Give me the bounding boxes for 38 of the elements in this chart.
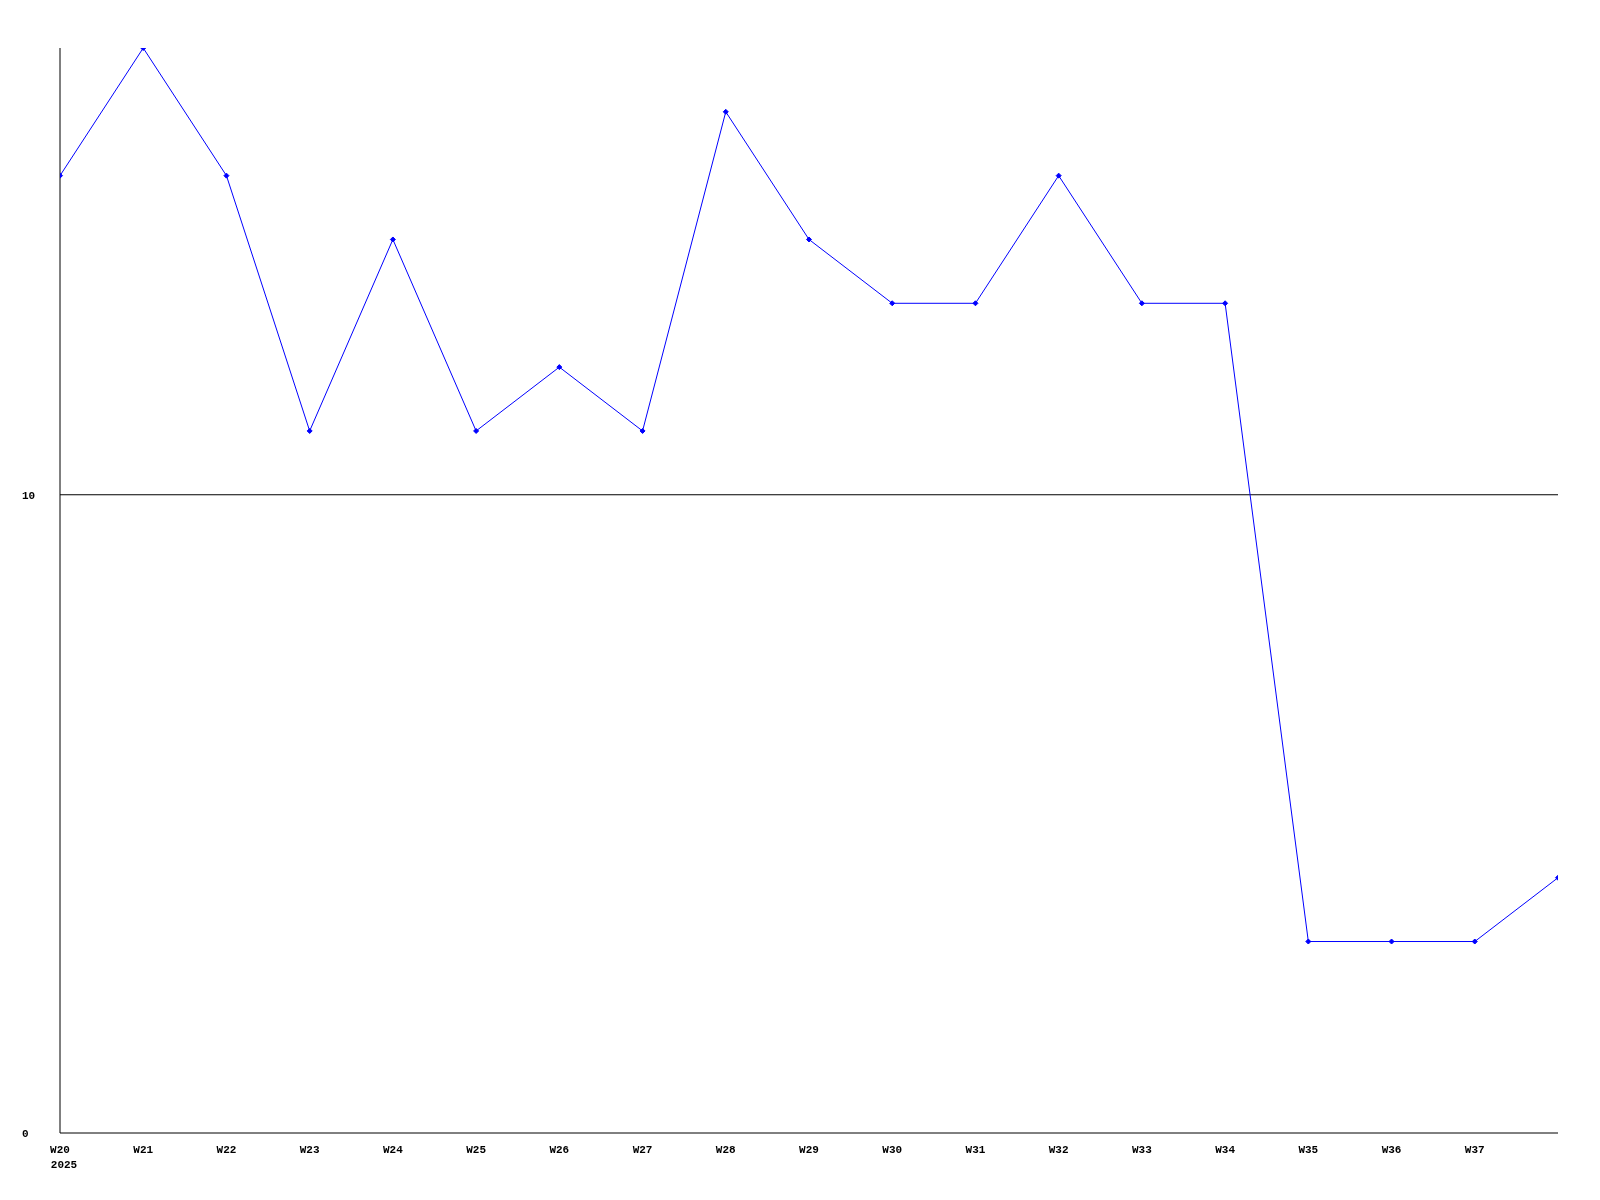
point bbox=[1138, 300, 1145, 307]
x-tick-label: W28 bbox=[715, 1144, 737, 1156]
point bbox=[889, 300, 896, 307]
point bbox=[1471, 938, 1478, 945]
x-tick-label: W22 bbox=[216, 1144, 237, 1156]
x-tick-label: W27 bbox=[632, 1144, 653, 1156]
point bbox=[389, 236, 396, 243]
x-tick-label: W32 bbox=[1048, 1144, 1069, 1156]
point bbox=[1305, 938, 1312, 945]
x-tick-label: W23 bbox=[299, 1144, 320, 1156]
point bbox=[306, 427, 313, 434]
x-tick-label: W29 bbox=[799, 1144, 819, 1156]
x-tick-label: W30 bbox=[882, 1144, 903, 1156]
x-tick-label: W24 bbox=[382, 1144, 404, 1156]
point bbox=[1222, 300, 1229, 307]
line-series bbox=[60, 48, 1558, 945]
x-tick-label: W21 bbox=[133, 1144, 154, 1156]
x-tick-label: W20 bbox=[50, 1144, 70, 1156]
point bbox=[1388, 938, 1395, 945]
x-tick-label: W33 bbox=[1131, 1144, 1153, 1156]
point bbox=[639, 427, 646, 434]
y-tick-label: 10 bbox=[22, 489, 36, 502]
point bbox=[556, 364, 563, 371]
x-tick-label: W26 bbox=[549, 1144, 570, 1156]
point bbox=[223, 172, 230, 179]
x-tick-label: W34 bbox=[1215, 1144, 1236, 1156]
x-tick-label: W37 bbox=[1464, 1144, 1485, 1156]
point bbox=[972, 300, 979, 307]
x-tick-label: W31 bbox=[965, 1144, 986, 1156]
y-tick-label: 0 bbox=[22, 1127, 29, 1140]
text: 2025 bbox=[50, 1159, 78, 1171]
point bbox=[806, 236, 812, 243]
x-tick-label: W35 bbox=[1298, 1144, 1319, 1156]
point bbox=[722, 108, 729, 115]
x-tick-label: W25 bbox=[466, 1144, 487, 1156]
point bbox=[473, 427, 480, 434]
x-tick-label: W36 bbox=[1381, 1144, 1402, 1156]
point bbox=[1055, 172, 1062, 179]
